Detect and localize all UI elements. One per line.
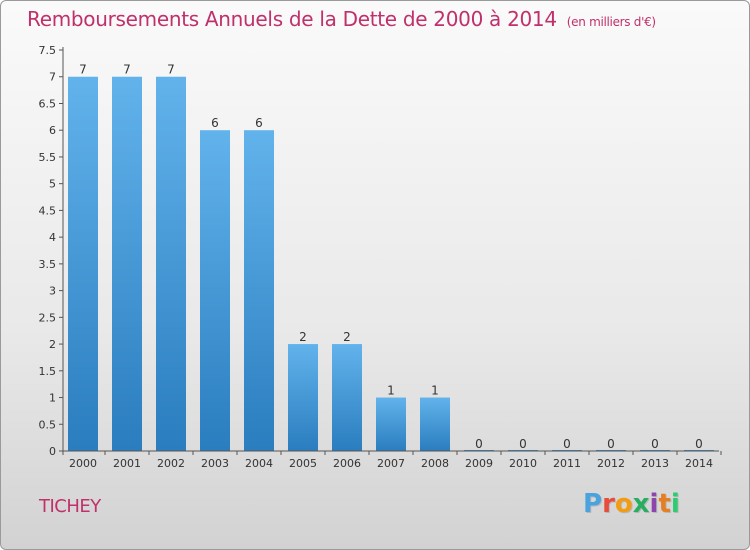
x-tick-label: 2003	[201, 457, 229, 470]
y-tick-label: 3	[49, 285, 56, 298]
y-tick-label: 5	[49, 178, 56, 191]
title-text: Remboursements Annuels de la Dette de 20…	[27, 7, 557, 31]
bar	[156, 76, 186, 451]
x-tick-label: 2006	[333, 457, 361, 470]
bar	[288, 344, 318, 451]
y-tick-label: 0.5	[39, 418, 57, 431]
y-tick-label: 2.5	[39, 311, 57, 324]
y-axis: 0 0.5 1 1.5 2 2.5 3 3.5 4 4.5 5 5.5 6 6.5 7 7.5	[39, 44, 64, 458]
y-tick-label: 2	[49, 338, 56, 351]
y-tick-label: 7.5	[39, 44, 57, 57]
proxiti-logo[interactable]: Proxiti	[583, 489, 680, 519]
data-label: 7	[123, 63, 131, 77]
bar	[68, 76, 98, 451]
bar	[244, 130, 274, 451]
chart-subtitle: (en milliers d'€)	[566, 15, 656, 29]
bar	[420, 397, 450, 451]
x-tick-label: 2004	[245, 457, 273, 470]
bar	[200, 130, 230, 451]
chart-title: Remboursements Annuels de la Dette de 20…	[27, 7, 656, 31]
y-tick-label: 1	[49, 392, 56, 405]
data-label: 7	[79, 63, 87, 77]
logo-letter: r	[602, 489, 615, 519]
data-labels: 7 7 7 6 6 2 2 1 1 0 0 0 0 0 0	[79, 63, 703, 451]
x-tick-label: 2008	[421, 457, 449, 470]
x-tick-label: 2005	[289, 457, 317, 470]
bars	[68, 76, 714, 451]
data-label: 0	[607, 437, 615, 451]
logo-letter: P	[583, 489, 603, 519]
x-tick-label: 2013	[641, 457, 669, 470]
y-tick-label: 4.5	[39, 204, 57, 217]
logo-letter: x	[632, 489, 650, 519]
y-tick-label: 4	[49, 231, 56, 244]
data-label: 2	[299, 330, 307, 344]
y-tick-label: 1.5	[39, 365, 57, 378]
commune-name: TICHEY	[39, 496, 101, 517]
data-label: 0	[475, 437, 483, 451]
data-label: 0	[695, 437, 703, 451]
y-tick-label: 6.5	[39, 97, 57, 110]
x-tick-label: 2000	[69, 457, 97, 470]
data-label: 1	[387, 384, 395, 398]
y-tick-label: 6	[49, 124, 56, 137]
data-label: 1	[431, 384, 439, 398]
bar	[332, 344, 362, 451]
data-label: 6	[211, 116, 219, 130]
y-tick-label: 0	[49, 445, 56, 458]
y-tick-label: 5.5	[39, 151, 57, 164]
x-tick-label: 2007	[377, 457, 405, 470]
logo-letter: i	[670, 489, 680, 519]
data-label: 0	[519, 437, 527, 451]
data-label: 0	[563, 437, 571, 451]
data-label: 7	[167, 63, 175, 77]
data-label: 2	[343, 330, 351, 344]
x-tick-label: 2009	[465, 457, 493, 470]
x-tick-label: 2012	[597, 457, 625, 470]
y-tick-label: 7	[49, 71, 56, 84]
data-label: 0	[651, 437, 659, 451]
data-label: 6	[255, 116, 263, 130]
logo-letter: i	[649, 489, 659, 519]
logo-letter: o	[614, 489, 633, 519]
x-tick-label: 2002	[157, 457, 185, 470]
x-tick-label: 2011	[553, 457, 581, 470]
x-tick-label: 2014	[685, 457, 713, 470]
bar	[376, 397, 406, 451]
y-tick-label: 3.5	[39, 258, 57, 271]
x-tick-label: 2010	[509, 457, 537, 470]
bar	[112, 76, 142, 451]
logo-letter: t	[658, 489, 671, 519]
x-axis: 2000 2001 2002 2003 2004 2005 2006 2007 2008 2009…	[62, 450, 722, 470]
x-tick-label: 2001	[113, 457, 141, 470]
